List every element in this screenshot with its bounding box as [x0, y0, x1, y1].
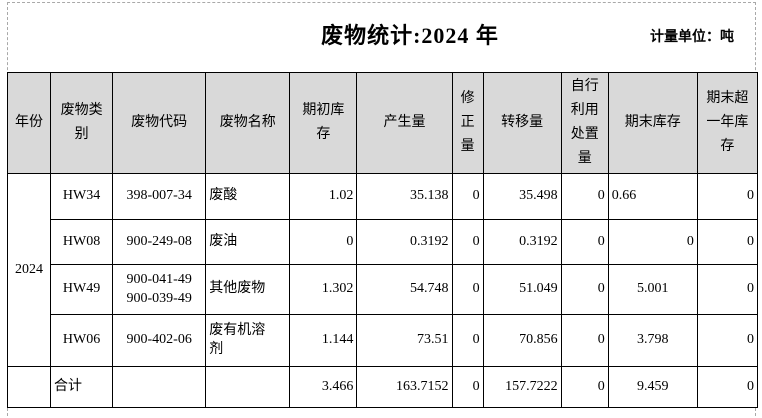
cell-total-generated: 163.7152: [356, 366, 453, 408]
title-bar: 废物统计:2024 年 计量单位：吨: [8, 0, 756, 70]
col-header-over-one-year: 期末超 一年库 存: [696, 72, 759, 174]
cell-closing: 0.66: [607, 173, 698, 220]
cell-generated: 54.748: [356, 264, 453, 315]
cell-closing: 5.001: [607, 264, 698, 315]
cell-total-label: 合计: [50, 366, 114, 408]
cell-transferred: 51.049: [482, 264, 562, 315]
cell-code: 900-041-49 900-039-49: [112, 264, 207, 315]
cell-category: HW08: [50, 219, 114, 265]
cell-opening: 1.144: [289, 314, 358, 367]
table-row: HW08 900-249-08 废油 0 0.3192 0 0.3192 0 0…: [8, 219, 759, 265]
cell-generated: 73.51: [356, 314, 453, 367]
cell-opening: 0: [289, 219, 358, 265]
cell-category: HW49: [50, 264, 114, 315]
cell-category: HW34: [50, 173, 114, 220]
col-header-self-disposal: 自行 利用 处置 量: [560, 72, 609, 174]
cell-transferred: 0.3192: [482, 219, 562, 265]
cell-code: 900-249-08: [112, 219, 207, 265]
cell-closing: 0: [607, 219, 698, 265]
cell-name: 其他废物: [205, 264, 291, 315]
cell-name: 废有机溶 剂: [205, 314, 291, 367]
col-header-closing: 期末库存: [607, 72, 698, 174]
cell-generated: 0.3192: [356, 219, 453, 265]
cell-name-empty: [205, 366, 291, 408]
table-row: 2024 HW34 398-007-34 废酸 1.02 35.138 0 35…: [6, 173, 759, 367]
cell-total-over-one-year: 0: [696, 366, 759, 408]
cell-self-disposal: 0: [560, 219, 609, 265]
table-row: HW06 900-402-06 废有机溶 剂 1.144 73.51 0 70.…: [8, 314, 759, 367]
cell-closing: 3.798: [607, 314, 698, 367]
waste-stats-table: 年份 废物类 别 废物代码 废物名称 期初库 存 产生量 修 正 量 转移量 自…: [6, 72, 759, 408]
cell-corrected: 0: [451, 264, 484, 315]
header-row: 年份 废物类 别 废物代码 废物名称 期初库 存 产生量 修 正 量 转移量 自…: [6, 72, 759, 174]
cell-total-self-disposal: 0: [560, 366, 609, 408]
cell-category: HW06: [50, 314, 114, 367]
cell-total-opening: 3.466: [289, 366, 358, 408]
cell-name: 废酸: [205, 173, 291, 220]
cell-over-one-year: 0: [696, 314, 759, 367]
cell-year-empty: [6, 366, 52, 408]
col-header-code: 废物代码: [112, 72, 207, 174]
col-header-category: 废物类 别: [50, 72, 114, 174]
cell-corrected: 0: [451, 219, 484, 265]
cell-over-one-year: 0: [696, 219, 759, 265]
unit-label: 计量单位：吨: [650, 30, 734, 45]
cell-total-closing: 9.459: [607, 366, 698, 408]
cell-self-disposal: 0: [560, 264, 609, 315]
cell-self-disposal: 0: [560, 314, 609, 367]
total-row: 合计 3.466 163.7152 0 157.7222 0 9.459 0: [6, 366, 759, 408]
cell-year: 2024: [6, 173, 52, 367]
cell-corrected: 0: [451, 173, 484, 220]
col-header-year: 年份: [6, 72, 52, 174]
cell-total-transferred: 157.7222: [482, 366, 562, 408]
col-header-name: 废物名称: [205, 72, 291, 174]
cell-over-one-year: 0: [696, 264, 759, 315]
cell-self-disposal: 0: [560, 173, 609, 220]
cell-name: 废油: [205, 219, 291, 265]
cell-code: 900-402-06: [112, 314, 207, 367]
cell-transferred: 70.856: [482, 314, 562, 367]
cell-opening: 1.02: [289, 173, 358, 220]
cell-generated: 35.138: [356, 173, 453, 220]
col-header-opening: 期初库 存: [289, 72, 358, 174]
cell-corrected: 0: [451, 314, 484, 367]
col-header-generated: 产生量: [356, 72, 453, 174]
cell-opening: 1.302: [289, 264, 358, 315]
col-header-transferred: 转移量: [482, 72, 562, 174]
cell-code: 398-007-34: [112, 173, 207, 220]
cell-transferred: 35.498: [482, 173, 562, 220]
col-header-corrected: 修 正 量: [451, 72, 484, 174]
page-title: 废物统计:2024 年: [321, 23, 499, 48]
cell-over-one-year: 0: [696, 173, 759, 220]
table-row: HW49 900-041-49 900-039-49 其他废物 1.302 54…: [8, 264, 759, 315]
cell-code-empty: [112, 366, 207, 408]
cell-total-corrected: 0: [451, 366, 484, 408]
